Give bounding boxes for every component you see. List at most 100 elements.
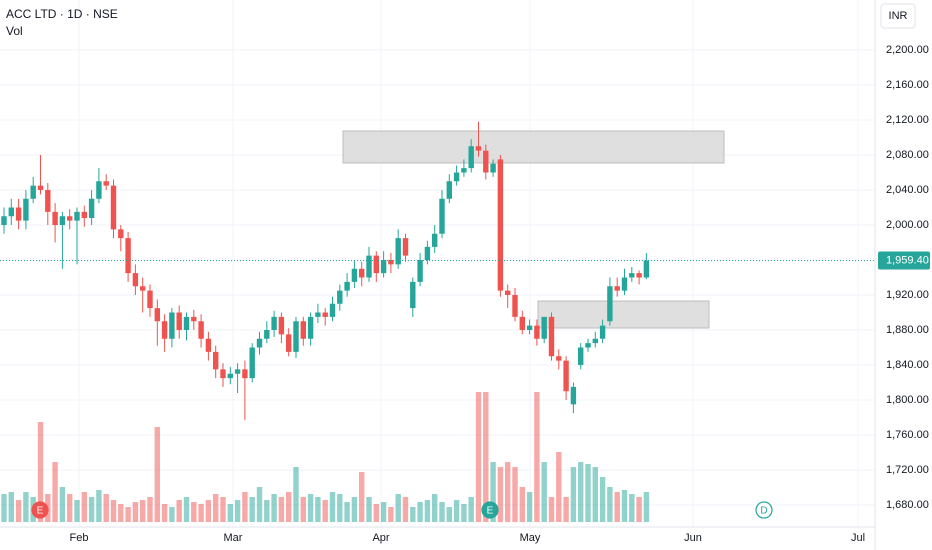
candle-body	[227, 373, 233, 379]
volume-bar	[183, 497, 190, 522]
candle-body	[67, 216, 73, 221]
event-marker[interactable]	[481, 501, 499, 519]
candle-body	[585, 343, 591, 348]
candle-body	[446, 181, 452, 199]
volume-bar	[519, 487, 525, 522]
volume-bar	[264, 500, 270, 522]
volume-bar	[512, 467, 518, 522]
candle-body	[461, 168, 467, 173]
volume-bar	[176, 500, 182, 522]
volume-bar	[505, 462, 511, 522]
volume-bar	[636, 497, 642, 522]
candle-body	[205, 338, 212, 352]
candle-body	[351, 268, 358, 282]
candle-body	[483, 150, 489, 173]
last-price-label: 1,959.40	[886, 254, 929, 266]
volume-bar	[125, 507, 131, 522]
volume-bar	[213, 494, 219, 522]
candle-body	[183, 316, 190, 330]
candle-body	[570, 386, 577, 405]
candle-body	[322, 312, 328, 317]
volume-bar	[592, 467, 598, 522]
y-tick-label: 1,800.00	[886, 394, 929, 406]
candle-body	[249, 347, 255, 379]
volume-bar	[373, 504, 379, 522]
volume-bar	[59, 487, 66, 522]
volume-bar	[278, 497, 285, 522]
candle-body	[96, 181, 102, 199]
volume-bar	[629, 494, 635, 522]
volume-bar	[315, 497, 321, 522]
chart-title: ACC LTD · 1D · NSE	[6, 7, 118, 21]
volume-bar	[220, 497, 226, 522]
volume-bar	[96, 490, 102, 522]
volume-bar	[585, 464, 591, 522]
volume-bar	[15, 500, 22, 522]
y-tick-label: 1,760.00	[886, 429, 929, 441]
candle-body	[417, 260, 423, 282]
volume-bar	[599, 477, 606, 522]
volume-bar	[468, 497, 474, 522]
candle-body	[607, 286, 613, 322]
volume-bar	[461, 504, 467, 522]
candle-body	[8, 207, 14, 217]
volume-bar	[380, 502, 387, 522]
volume-bar	[359, 472, 365, 522]
zone-box	[537, 300, 710, 329]
volume-bar	[556, 452, 562, 522]
candle-body	[140, 286, 146, 291]
x-tick-label: Feb	[70, 532, 89, 544]
y-tick-label: 1,920.00	[886, 289, 929, 301]
event-marker[interactable]	[755, 501, 773, 519]
volume-bar	[140, 500, 146, 522]
candle-body	[439, 198, 445, 234]
candle-body	[395, 238, 401, 265]
volume-bar	[169, 507, 175, 522]
candle-body	[59, 216, 66, 225]
volume-bar	[402, 497, 409, 522]
volume-bar	[74, 500, 80, 522]
candle-body	[234, 369, 241, 374]
volume-bar	[191, 502, 197, 522]
candle-body	[264, 330, 270, 339]
volume-bar	[52, 462, 58, 522]
candle-body	[110, 185, 117, 230]
candle-body	[563, 360, 569, 392]
candle-body	[191, 316, 197, 322]
candle-body	[125, 238, 131, 274]
candle-body	[198, 321, 204, 339]
event-label: E	[37, 506, 44, 517]
event-marker[interactable]	[31, 501, 49, 519]
candle-body	[176, 312, 182, 330]
candle-body	[154, 308, 160, 322]
volume-bar	[366, 497, 372, 522]
volume-bar	[548, 497, 555, 522]
volume-bar	[578, 462, 584, 522]
candle-body	[213, 351, 219, 370]
candle-body	[256, 338, 263, 348]
volume-bar	[161, 504, 168, 522]
candle-body	[636, 273, 642, 278]
event-label: E	[487, 506, 494, 517]
volume-bar	[541, 462, 547, 522]
candle-body	[548, 316, 555, 357]
volume-bar	[1, 494, 7, 522]
candle-body	[286, 334, 292, 352]
candle-body	[37, 185, 44, 190]
volume-bar	[286, 492, 292, 522]
volume-bar	[81, 492, 87, 522]
currency: INR	[889, 10, 908, 22]
candle-body	[592, 338, 598, 344]
candle-body	[242, 369, 248, 379]
candle-body	[614, 286, 620, 291]
currency-box[interactable]	[880, 3, 916, 29]
candle-body	[88, 198, 95, 218]
x-tick-label: Apr	[372, 532, 389, 544]
x-tick-label: Jun	[684, 532, 702, 544]
candle-body	[643, 260, 650, 278]
volume-bar	[322, 500, 328, 522]
candle-body	[541, 316, 547, 339]
volume-bar	[614, 492, 620, 522]
candle-body	[220, 369, 226, 379]
volume-bar	[256, 487, 263, 522]
